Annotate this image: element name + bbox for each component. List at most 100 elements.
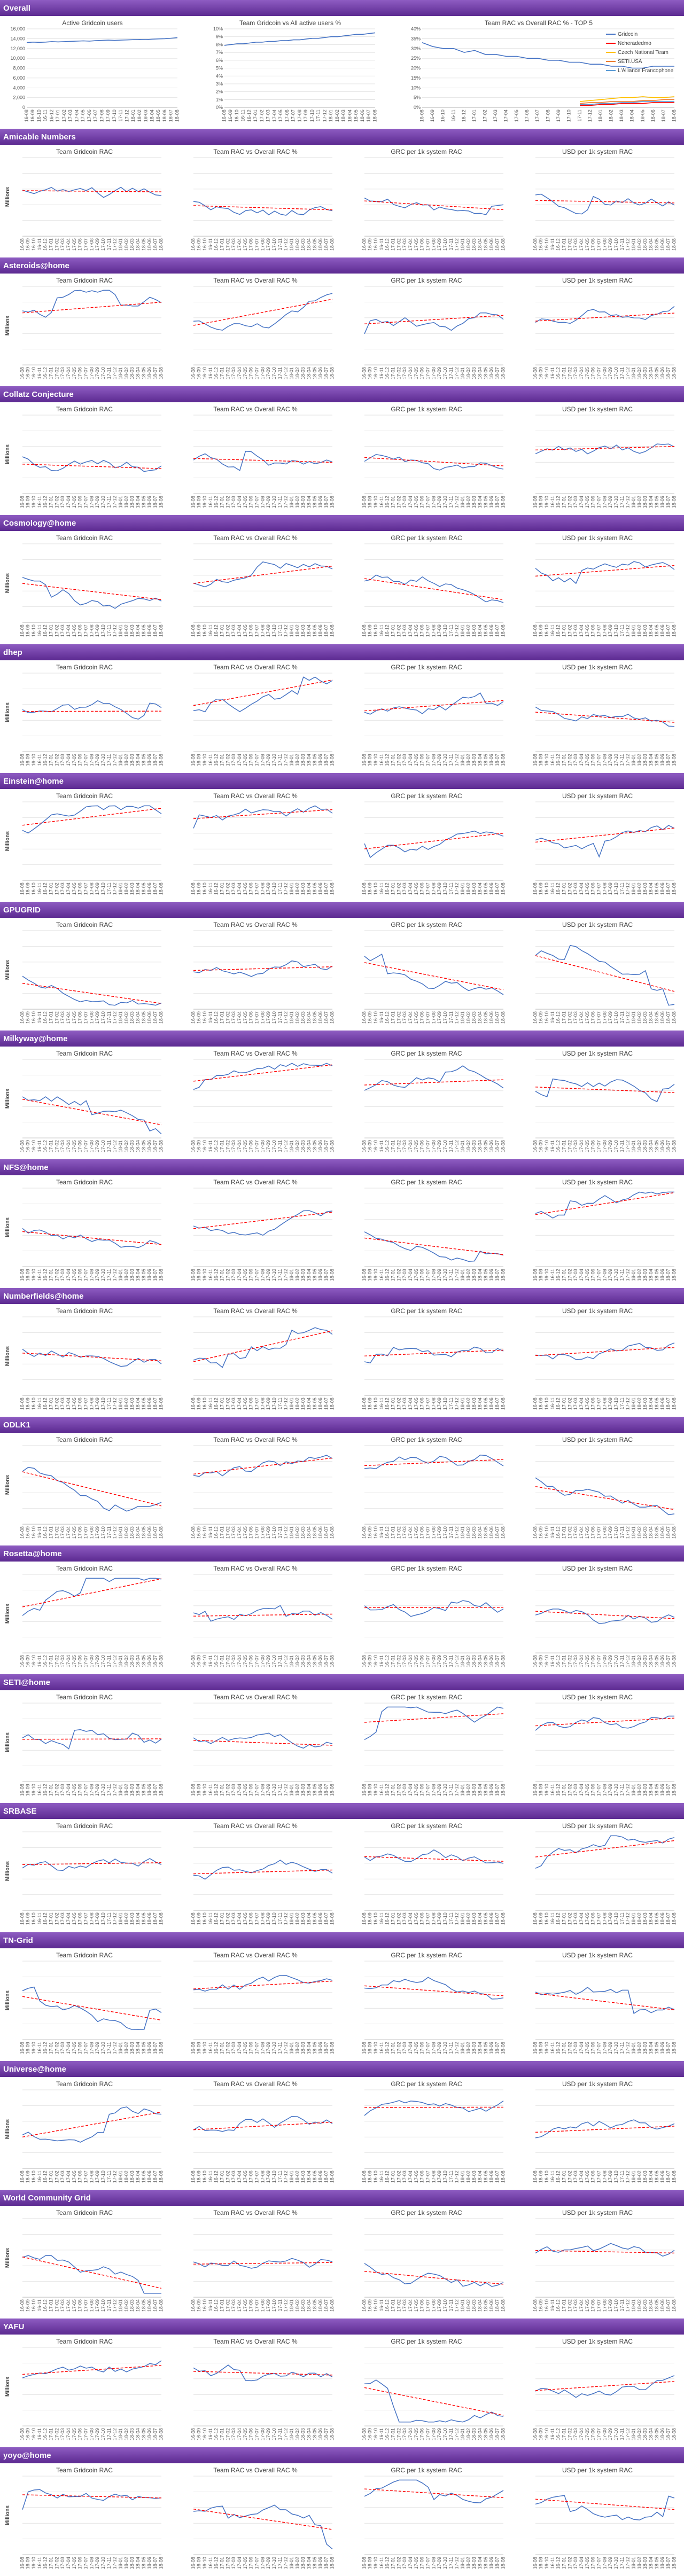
section-seti-home: SETI@home Team Gridcoin RAC Millions 16-08 1… xyxy=(0,1674,684,1803)
series-line-project xyxy=(364,1849,504,1864)
x-tick-label: 18-06 xyxy=(489,2428,494,2440)
x-tick-label: 17-07 xyxy=(425,496,431,508)
x-tick-label: 16-08 xyxy=(532,2171,538,2183)
x-tick-label: 16-12 xyxy=(556,625,561,637)
x-tick-label: 17-02 xyxy=(225,496,230,508)
x-tick-label: 17-10 xyxy=(613,1011,619,1024)
x-tick-label: 17-05 xyxy=(243,496,248,508)
x-tick-label: 17-02 xyxy=(396,1269,401,1281)
x-tick-label: 17-08 xyxy=(260,625,265,637)
trend-line xyxy=(535,1611,675,1619)
x-tick-label: 18-01 xyxy=(118,2299,123,2312)
x-tick-label: 18-08 xyxy=(158,496,164,508)
x-tick-label: 16-08 xyxy=(532,496,538,508)
x-tick-label: 17-04 xyxy=(237,1398,242,1410)
x-tick-label: 17-02 xyxy=(54,2428,59,2440)
series-line-project xyxy=(364,1231,504,1262)
x-tick-label: 18-04 xyxy=(477,2171,483,2183)
x-tick-label: 17-05 xyxy=(585,625,590,637)
x-tick-label: 16-09 xyxy=(430,110,435,122)
x-tick-label: 17-02 xyxy=(225,1526,230,1539)
x-tick-label: 16-11 xyxy=(208,2299,213,2311)
x-tick-label: 17-01 xyxy=(49,625,54,637)
chart-title: Team Gridcoin RAC xyxy=(56,1822,113,1830)
y-tick-label: 3% xyxy=(216,81,223,87)
x-tick-label: 18-03 xyxy=(129,367,135,379)
x-tick-label: 18-02 xyxy=(465,2428,471,2440)
x-tick-label: 17-04 xyxy=(408,367,413,379)
x-tick-label: 16-08 xyxy=(190,1398,196,1410)
trend-line xyxy=(22,1862,162,1865)
x-tick-label: 18-07 xyxy=(324,1269,329,1281)
x-tick-label: 16-12 xyxy=(461,110,467,122)
x-tick-label: 18-07 xyxy=(153,754,158,766)
x-tick-label: 18-06 xyxy=(318,1269,323,1281)
x-tick-label: 17-02 xyxy=(567,496,572,508)
x-tick-label: 18-04 xyxy=(135,1398,141,1410)
x-tick-label: 18-01 xyxy=(118,2171,123,2183)
x-tick-label: 17-08 xyxy=(602,1140,607,1152)
y-axis-label: Millions xyxy=(5,2505,11,2525)
x-tick-label: 17-01 xyxy=(562,1913,567,1925)
x-tick-label: 17-08 xyxy=(260,2299,265,2312)
x-tick-label: 17-10 xyxy=(566,110,572,122)
section-title: YAFU xyxy=(3,2322,25,2331)
x-tick-label: 16-09 xyxy=(196,238,201,251)
x-tick-label: 17-03 xyxy=(402,2042,407,2054)
x-tick-label: 17-05 xyxy=(243,1140,248,1152)
x-tick-label: 18-01 xyxy=(631,883,636,895)
x-tick-label: 16-08 xyxy=(361,625,367,637)
x-tick-label: 17-06 xyxy=(590,1269,596,1281)
x-tick-label: 18-08 xyxy=(158,2299,164,2312)
x-tick-label: 17-01 xyxy=(391,1526,396,1539)
x-tick-label: 18-03 xyxy=(129,2171,135,2183)
x-tick-label: 16-09 xyxy=(196,1526,201,1539)
series-line-project xyxy=(535,1477,675,1516)
x-tick-label: 18-06 xyxy=(318,238,323,251)
x-tick-label: 17-05 xyxy=(72,367,77,379)
x-tick-label: 16-08 xyxy=(190,754,196,766)
x-tick-label: 17-04 xyxy=(579,1655,584,1667)
x-tick-label: 18-01 xyxy=(460,1140,465,1152)
x-tick-label: 18-03 xyxy=(642,496,648,508)
x-tick-label: 17-09 xyxy=(437,1140,442,1152)
trend-line xyxy=(193,1457,333,1475)
chart-active-gridcoin-users: Active Gridcoin users02,0004,0006,0008,0… xyxy=(10,19,180,122)
x-tick-label: 18-07 xyxy=(666,1913,671,1925)
x-tick-label: 16-09 xyxy=(25,1398,30,1410)
x-tick-label: 16-08 xyxy=(19,1398,25,1410)
chart-title: Team RAC vs Overall RAC % xyxy=(213,2080,298,2088)
x-tick-label: 17-11 xyxy=(448,367,454,379)
x-tick-label: 17-07 xyxy=(83,754,89,766)
x-tick-label: 17-01 xyxy=(391,1913,396,1925)
trend-line xyxy=(22,1231,162,1245)
x-tick-label: 18-03 xyxy=(642,2557,648,2569)
x-tick-label: 17-03 xyxy=(231,1398,236,1410)
x-tick-label: 18-07 xyxy=(495,625,500,637)
x-tick-label: 17-06 xyxy=(419,496,425,508)
x-tick-label: 18-07 xyxy=(495,1269,500,1281)
y-tick-label: 2,000 xyxy=(13,95,25,100)
trend-line xyxy=(193,458,333,463)
x-tick-label: 18-03 xyxy=(471,2171,477,2183)
chart-title: GRC per 1k system RAC xyxy=(391,792,462,800)
x-tick-label: 16-09 xyxy=(25,1140,30,1152)
x-tick-label: 16-08 xyxy=(361,1398,367,1410)
x-tick-label: 16-08 xyxy=(532,1784,538,1796)
x-tick-label: 16-09 xyxy=(196,2557,201,2569)
x-tick-label: 18-04 xyxy=(306,367,312,379)
x-tick-label: 18-03 xyxy=(300,238,306,251)
x-tick-label: 17-08 xyxy=(431,496,436,508)
x-tick-label: 17-03 xyxy=(402,1140,407,1152)
x-tick-label: 18-02 xyxy=(465,1011,471,1024)
x-tick-label: 17-10 xyxy=(613,2042,619,2054)
x-tick-label: 17-09 xyxy=(608,2042,613,2054)
x-tick-label: 17-08 xyxy=(89,496,94,508)
series-line-project xyxy=(535,2495,675,2520)
x-tick-label: 18-08 xyxy=(500,2428,506,2440)
x-tick-label: 18-05 xyxy=(483,625,488,637)
x-tick-label: 16-12 xyxy=(385,367,390,379)
section-banner: Milkyway@home xyxy=(0,1030,684,1047)
x-tick-label: 18-02 xyxy=(465,496,471,508)
x-tick-label: 17-04 xyxy=(579,1140,584,1152)
